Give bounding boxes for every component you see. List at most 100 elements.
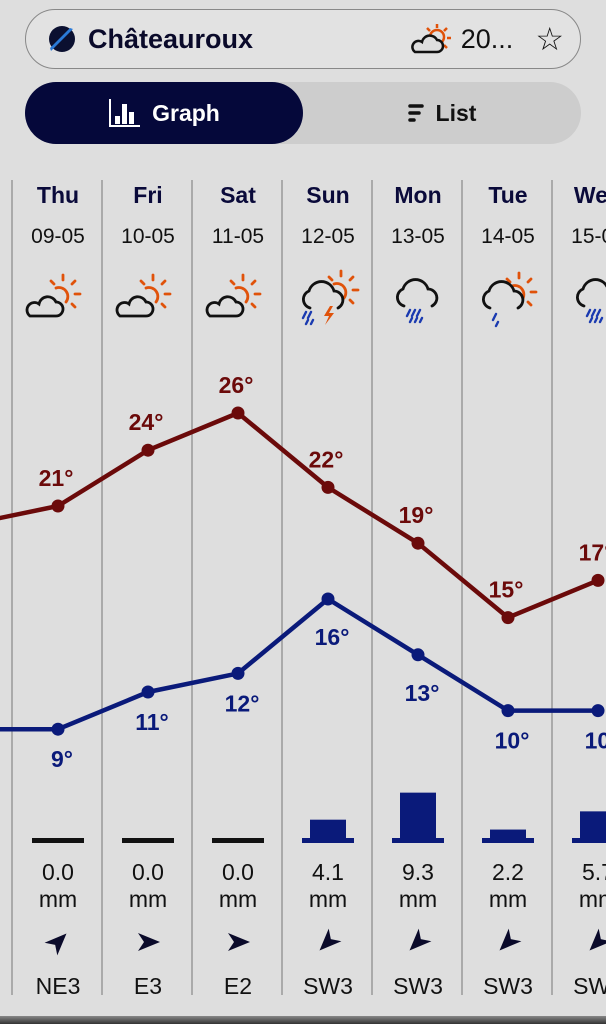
forecast-graph[interactable]: Thu 09-05 Fri 10-05 Sat 11-05 Sun 12-05 Mon 13-05… xyxy=(0,160,606,1010)
high-temp-label: 21° xyxy=(39,465,74,491)
precip-value: 0.0 xyxy=(42,859,74,885)
precip-baseline xyxy=(122,838,174,843)
low-temp-label: 9° xyxy=(51,746,73,772)
day-label: Sat xyxy=(220,182,256,208)
high-temp-point xyxy=(411,536,425,550)
wind-direction-icon xyxy=(409,928,432,951)
rain-icon xyxy=(396,278,439,324)
high-temp-point xyxy=(591,573,605,587)
high-temp-point xyxy=(141,443,155,457)
high-temp-point xyxy=(501,611,515,625)
wind-label: SW3 xyxy=(573,973,606,999)
wind-direction-icon xyxy=(228,933,250,951)
low-temp-label: 11° xyxy=(135,709,169,735)
partly-sunny-icon xyxy=(410,24,451,54)
precip-value: 0.0 xyxy=(222,859,254,885)
high-temp-label: 15° xyxy=(489,577,524,603)
precip-baseline xyxy=(572,838,606,843)
wind-label: E3 xyxy=(134,973,162,999)
high-temp-point xyxy=(51,499,65,513)
location-search-bar[interactable]: Châteauroux 20... ☆ xyxy=(25,9,581,69)
partly-cloudy-icon xyxy=(115,273,172,318)
precip-unit: mm xyxy=(39,886,77,912)
day-label: Wed xyxy=(574,182,606,208)
precip-baseline xyxy=(392,838,444,843)
precip-value: 5.7 xyxy=(582,859,606,885)
precip-unit: mm xyxy=(399,886,437,912)
high-temp-line xyxy=(0,410,599,620)
low-temp-line xyxy=(0,596,598,732)
wind-direction-icon xyxy=(589,928,606,951)
tab-list-label: List xyxy=(435,99,477,126)
tab-graph-label: Graph xyxy=(152,99,220,126)
low-temp-label: 13° xyxy=(405,680,440,706)
date-label: 10-05 xyxy=(121,225,175,248)
current-temp: 20... xyxy=(460,23,514,54)
precip-value: 9.3 xyxy=(402,859,434,885)
precip-bar xyxy=(580,811,606,841)
precip-unit: mm xyxy=(489,886,527,912)
date-label: 13-05 xyxy=(391,225,445,248)
precip-baseline xyxy=(212,838,264,843)
precip-unit: mm xyxy=(579,886,606,912)
showers-sun-icon xyxy=(482,271,538,328)
low-temp-label: 12° xyxy=(225,690,260,716)
day-label: Thu xyxy=(37,182,79,208)
high-temp-point xyxy=(321,480,335,494)
view-toggle: Graph List xyxy=(25,82,581,144)
low-temp-label: 10° xyxy=(495,728,530,754)
wind-direction-icon xyxy=(319,928,342,951)
precip-unit: mm xyxy=(219,886,257,912)
low-temp-label: 16° xyxy=(315,624,350,650)
wind-label: E2 xyxy=(224,973,252,999)
day-label: Sun xyxy=(306,182,349,208)
wind-label: SW3 xyxy=(393,973,443,999)
high-temp-label: 26° xyxy=(219,372,254,398)
rain-icon xyxy=(576,278,606,324)
precip-baseline xyxy=(32,838,84,843)
partly-cloudy-icon xyxy=(25,273,82,318)
high-temp-label: 19° xyxy=(399,502,434,528)
date-label: 15-05 xyxy=(571,225,606,248)
high-temp-label: 17° xyxy=(579,539,606,565)
low-temp-label: 10° xyxy=(585,728,606,754)
precip-unit: mm xyxy=(129,886,167,912)
low-temp-point xyxy=(321,592,335,606)
list-icon xyxy=(407,104,424,122)
precip-value: 2.2 xyxy=(492,859,524,885)
wind-label: SW3 xyxy=(303,973,353,999)
wind-direction-icon xyxy=(138,933,160,951)
precip-baseline xyxy=(302,838,354,843)
bottom-edge xyxy=(0,1016,606,1024)
high-temp-point xyxy=(231,406,245,420)
wind-label: SW3 xyxy=(483,973,533,999)
date-label: 09-05 xyxy=(31,225,85,248)
day-label: Tue xyxy=(488,182,527,208)
wind-label: NE3 xyxy=(36,973,81,999)
day-label: Mon xyxy=(394,182,441,208)
precip-value: 0.0 xyxy=(132,859,164,885)
low-temp-point xyxy=(51,722,65,736)
high-temp-label: 22° xyxy=(309,446,344,472)
low-temp-point xyxy=(501,704,515,718)
precip-bar xyxy=(490,829,526,841)
wind-direction-icon xyxy=(499,928,522,951)
partly-cloudy-icon xyxy=(205,273,262,318)
low-temp-point xyxy=(141,685,155,699)
low-temp-point xyxy=(591,704,605,718)
precip-value: 4.1 xyxy=(312,859,344,885)
bar-chart-icon xyxy=(109,99,141,127)
day-label: Fri xyxy=(133,182,162,208)
star-outline-icon[interactable]: ☆ xyxy=(535,21,564,57)
date-label: 11-05 xyxy=(212,225,264,248)
tab-graph[interactable]: Graph xyxy=(25,82,303,144)
precip-unit: mm xyxy=(309,886,347,912)
low-temp-point xyxy=(411,648,425,662)
date-label: 14-05 xyxy=(481,225,535,248)
app-logo-icon xyxy=(49,26,75,52)
precip-bar xyxy=(310,819,346,841)
high-temp-label: 24° xyxy=(129,409,164,435)
tab-list[interactable]: List xyxy=(303,82,581,144)
date-label: 12-05 xyxy=(301,225,355,248)
precip-baseline xyxy=(482,838,534,843)
